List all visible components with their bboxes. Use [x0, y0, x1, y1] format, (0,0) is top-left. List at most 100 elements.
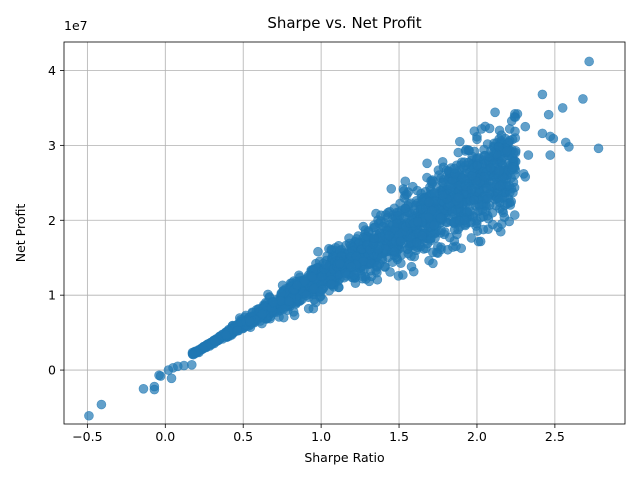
data-point: [486, 145, 496, 156]
data-point: [289, 310, 300, 321]
data-point: [545, 150, 556, 160]
data-point: [232, 325, 243, 336]
data-point: [543, 109, 554, 120]
data-point: [495, 181, 505, 191]
data-point: [363, 226, 374, 236]
data-point: [469, 195, 479, 205]
data-point: [236, 317, 246, 327]
x-tick-label: 1.5: [389, 429, 409, 444]
data-point: [537, 89, 548, 100]
data-point: [424, 197, 434, 207]
y-axis-label: Net Profit: [13, 204, 28, 263]
chart-title: Sharpe vs. Net Profit: [267, 14, 421, 32]
x-tick-label: 2.0: [467, 429, 487, 444]
data-point: [510, 147, 521, 158]
y-tick-label: 2: [48, 213, 56, 228]
data-point: [441, 165, 452, 176]
data-point: [292, 280, 302, 290]
data-point: [416, 188, 426, 199]
data-point: [564, 142, 574, 152]
data-point: [593, 143, 604, 154]
x-axis-label: Sharpe Ratio: [304, 450, 384, 465]
data-point: [428, 176, 439, 187]
data-point: [494, 194, 505, 204]
data-point: [393, 271, 404, 281]
data-point: [387, 257, 398, 268]
x-tick-label: 2.5: [545, 429, 565, 444]
data-point: [268, 297, 279, 308]
data-points: [84, 56, 604, 421]
data-point: [383, 207, 393, 218]
data-point: [448, 242, 458, 252]
data-point: [466, 184, 477, 195]
data-point: [369, 233, 379, 243]
data-point: [313, 246, 323, 257]
data-point: [465, 206, 475, 216]
data-point: [459, 215, 470, 226]
data-point: [433, 165, 444, 175]
data-point: [303, 303, 314, 314]
plot-frame: [63, 41, 626, 425]
y-tick-label: 4: [48, 63, 56, 78]
data-point: [476, 124, 487, 134]
data-point: [324, 243, 334, 254]
data-point: [490, 107, 500, 118]
y-tick-label: 1: [48, 288, 56, 303]
data-point: [257, 309, 268, 319]
data-point: [502, 146, 512, 156]
data-point: [422, 158, 432, 169]
data-point: [209, 336, 220, 347]
data-point: [435, 212, 446, 223]
data-point: [274, 312, 284, 322]
x-axis-ticks: −0.5 0.0 0.5 1.0 1.5 2.0 2.5: [72, 424, 565, 444]
data-point: [138, 383, 149, 394]
data-point: [187, 349, 198, 360]
data-point: [400, 176, 411, 187]
data-point: [149, 384, 160, 395]
data-point: [221, 330, 231, 340]
data-point: [84, 410, 94, 421]
data-point: [523, 150, 534, 160]
data-point: [429, 220, 439, 231]
data-point: [283, 296, 294, 306]
data-point: [308, 283, 319, 294]
data-point: [417, 230, 428, 241]
data-point: [432, 247, 442, 258]
data-point: [455, 136, 465, 147]
data-point: [96, 399, 107, 410]
data-point: [444, 232, 455, 243]
data-point: [481, 183, 492, 194]
data-point: [244, 316, 255, 326]
data-point: [520, 121, 531, 132]
data-point: [487, 207, 498, 218]
x-tick-label: 0.0: [155, 429, 175, 444]
y-tick-label: 3: [48, 138, 56, 153]
data-point: [349, 270, 359, 280]
data-point: [548, 133, 559, 144]
data-point: [494, 165, 505, 176]
data-point: [506, 196, 517, 207]
data-point: [557, 103, 568, 113]
y-tick-label: 0: [48, 363, 56, 378]
data-point: [504, 124, 515, 134]
data-point: [409, 205, 420, 215]
data-point: [424, 255, 434, 266]
data-point: [520, 172, 531, 182]
data-point: [301, 290, 312, 301]
data-point: [335, 258, 345, 269]
data-point: [472, 160, 482, 171]
x-tick-label: −0.5: [72, 429, 102, 444]
data-point: [389, 246, 400, 257]
data-point: [437, 190, 448, 200]
data-point: [473, 236, 484, 247]
data-point: [409, 251, 420, 262]
data-point: [578, 94, 588, 104]
y-offset-text: 1e7: [64, 18, 88, 33]
data-point: [155, 371, 166, 381]
x-tick-label: 1.0: [311, 429, 331, 444]
data-point: [429, 188, 440, 198]
data-point: [479, 171, 489, 182]
data-point: [493, 142, 504, 152]
